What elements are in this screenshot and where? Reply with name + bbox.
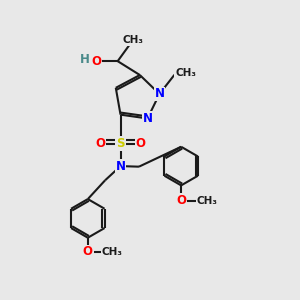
Text: CH₃: CH₃ (123, 35, 144, 45)
Text: O: O (95, 137, 105, 150)
Text: N: N (154, 88, 164, 100)
Text: CH₃: CH₃ (197, 196, 218, 206)
Text: O: O (176, 194, 186, 207)
Text: CH₃: CH₃ (175, 68, 196, 78)
Text: O: O (136, 137, 146, 150)
Text: O: O (91, 55, 101, 68)
Text: CH₃: CH₃ (102, 247, 123, 257)
Text: S: S (116, 137, 125, 150)
Text: N: N (142, 112, 152, 125)
Text: H: H (80, 53, 90, 67)
Text: O: O (83, 245, 93, 259)
Text: N: N (116, 160, 125, 172)
